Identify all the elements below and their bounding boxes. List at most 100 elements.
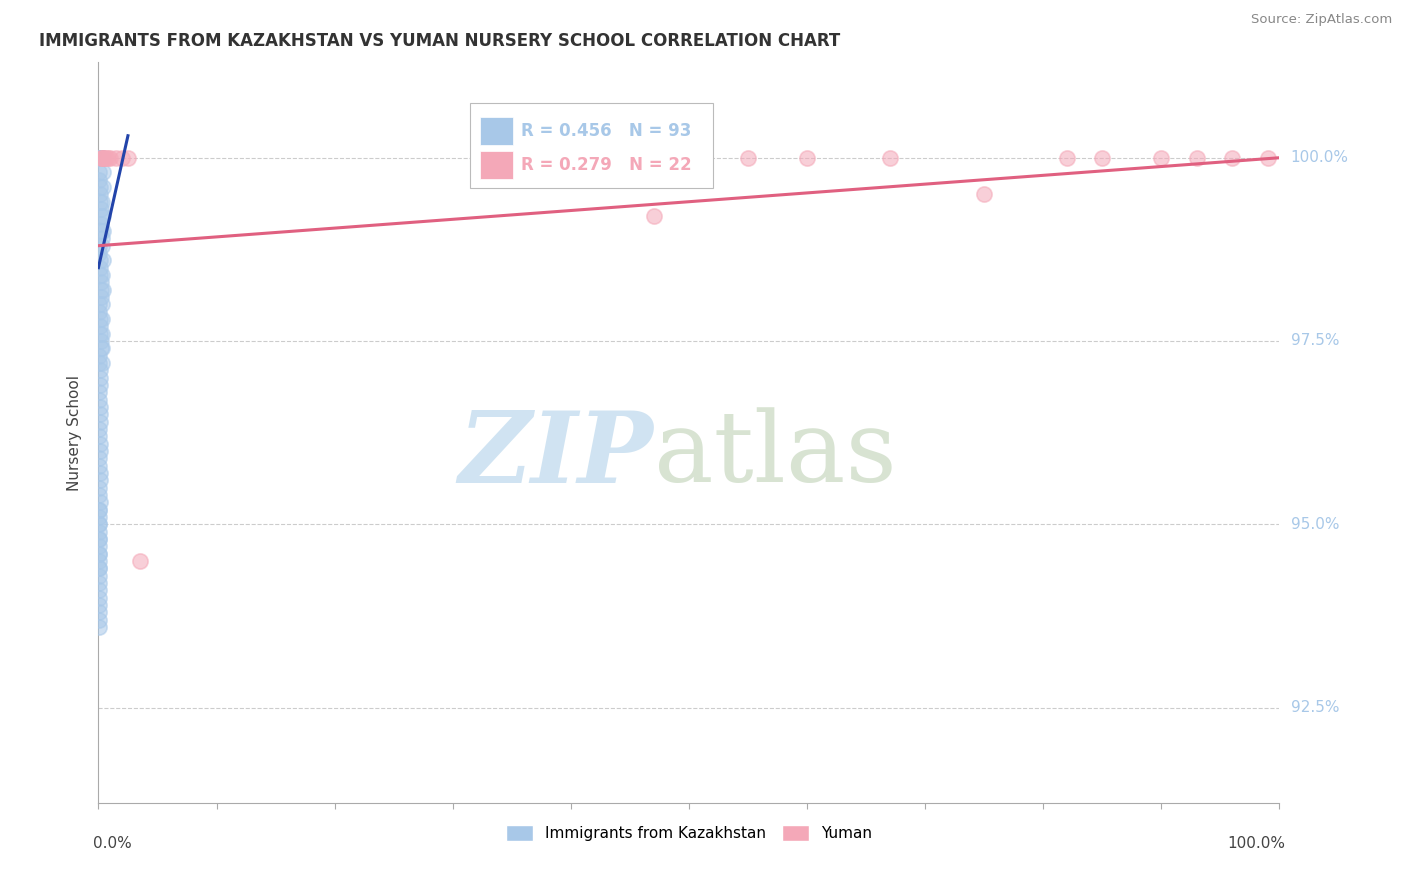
- Yuman: [93, 151, 115, 165]
- Immigrants from Kazakhstan: [87, 502, 110, 516]
- Immigrants from Kazakhstan: [87, 605, 110, 619]
- Immigrants from Kazakhstan: [90, 202, 112, 216]
- Immigrants from Kazakhstan: [89, 392, 111, 407]
- Immigrants from Kazakhstan: [90, 224, 112, 238]
- Yuman: [1185, 151, 1208, 165]
- Yuman: [796, 151, 818, 165]
- Immigrants from Kazakhstan: [89, 356, 111, 370]
- Immigrants from Kazakhstan: [89, 554, 111, 568]
- Immigrants from Kazakhstan: [90, 151, 112, 165]
- Immigrants from Kazakhstan: [89, 187, 111, 202]
- Immigrants from Kazakhstan: [91, 165, 114, 179]
- Immigrants from Kazakhstan: [87, 151, 110, 165]
- Immigrants from Kazakhstan: [89, 326, 111, 341]
- Immigrants from Kazakhstan: [91, 194, 114, 209]
- Immigrants from Kazakhstan: [87, 620, 110, 634]
- Immigrants from Kazakhstan: [87, 422, 110, 436]
- Text: atlas: atlas: [654, 407, 896, 503]
- Immigrants from Kazakhstan: [90, 334, 112, 348]
- Immigrants from Kazakhstan: [87, 598, 110, 612]
- Immigrants from Kazakhstan: [89, 444, 111, 458]
- Immigrants from Kazakhstan: [89, 151, 111, 165]
- Yuman: [737, 151, 759, 165]
- Immigrants from Kazakhstan: [87, 502, 110, 516]
- Immigrants from Kazakhstan: [89, 319, 111, 334]
- Immigrants from Kazakhstan: [89, 378, 111, 392]
- Immigrants from Kazakhstan: [87, 583, 110, 598]
- Immigrants from Kazakhstan: [90, 151, 112, 165]
- Yuman: [94, 151, 117, 165]
- Immigrants from Kazakhstan: [89, 151, 111, 165]
- Immigrants from Kazakhstan: [87, 561, 110, 575]
- Immigrants from Kazakhstan: [87, 451, 110, 466]
- Immigrants from Kazakhstan: [89, 495, 111, 509]
- Immigrants from Kazakhstan: [89, 473, 111, 487]
- Yuman: [1150, 151, 1173, 165]
- Immigrants from Kazakhstan: [89, 400, 111, 414]
- FancyBboxPatch shape: [471, 103, 713, 188]
- Immigrants from Kazakhstan: [89, 407, 111, 421]
- Immigrants from Kazakhstan: [87, 517, 110, 532]
- Text: 100.0%: 100.0%: [1291, 150, 1348, 165]
- Immigrants from Kazakhstan: [91, 238, 114, 252]
- Immigrants from Kazakhstan: [90, 151, 112, 165]
- Immigrants from Kazakhstan: [89, 575, 111, 590]
- Immigrants from Kazakhstan: [90, 231, 112, 245]
- Immigrants from Kazakhstan: [90, 341, 112, 355]
- Immigrants from Kazakhstan: [89, 466, 111, 480]
- Immigrants from Kazakhstan: [87, 385, 110, 400]
- Yuman: [117, 151, 139, 165]
- Immigrants from Kazakhstan: [89, 363, 111, 377]
- Text: 95.0%: 95.0%: [1291, 516, 1339, 532]
- Yuman: [128, 554, 150, 568]
- Immigrants from Kazakhstan: [91, 326, 114, 341]
- Yuman: [105, 151, 128, 165]
- Text: 100.0%: 100.0%: [1227, 836, 1285, 851]
- Yuman: [90, 151, 112, 165]
- Immigrants from Kazakhstan: [89, 172, 111, 186]
- Yuman: [973, 187, 995, 202]
- Yuman: [1056, 151, 1078, 165]
- Immigrants from Kazakhstan: [89, 312, 111, 326]
- Immigrants from Kazakhstan: [91, 180, 114, 194]
- Immigrants from Kazakhstan: [87, 349, 110, 363]
- Immigrants from Kazakhstan: [87, 532, 110, 546]
- Text: R = 0.456   N = 93: R = 0.456 N = 93: [522, 122, 692, 140]
- Immigrants from Kazakhstan: [91, 224, 114, 238]
- Immigrants from Kazakhstan: [90, 210, 112, 224]
- Immigrants from Kazakhstan: [87, 547, 110, 561]
- Immigrants from Kazakhstan: [90, 151, 112, 165]
- Immigrants from Kazakhstan: [89, 370, 111, 384]
- Immigrants from Kazakhstan: [91, 312, 114, 326]
- Immigrants from Kazakhstan: [87, 613, 110, 627]
- Immigrants from Kazakhstan: [89, 510, 111, 524]
- Immigrants from Kazakhstan: [87, 481, 110, 495]
- Immigrants from Kazakhstan: [87, 568, 110, 582]
- Legend: Immigrants from Kazakhstan, Yuman: Immigrants from Kazakhstan, Yuman: [499, 819, 879, 847]
- Yuman: [91, 151, 114, 165]
- Text: 97.5%: 97.5%: [1291, 334, 1339, 349]
- Immigrants from Kazakhstan: [87, 591, 110, 605]
- Immigrants from Kazakhstan: [87, 547, 110, 561]
- Immigrants from Kazakhstan: [91, 341, 114, 355]
- Immigrants from Kazakhstan: [87, 532, 110, 546]
- Immigrants from Kazakhstan: [87, 297, 110, 311]
- Text: IMMIGRANTS FROM KAZAKHSTAN VS YUMAN NURSERY SCHOOL CORRELATION CHART: IMMIGRANTS FROM KAZAKHSTAN VS YUMAN NURS…: [39, 32, 841, 50]
- Immigrants from Kazakhstan: [91, 210, 114, 224]
- Yuman: [879, 151, 901, 165]
- Immigrants from Kazakhstan: [89, 246, 111, 260]
- Text: ZIP: ZIP: [458, 407, 654, 503]
- Immigrants from Kazakhstan: [90, 276, 112, 290]
- Immigrants from Kazakhstan: [89, 539, 111, 553]
- Immigrants from Kazakhstan: [87, 561, 110, 575]
- Immigrants from Kazakhstan: [89, 151, 111, 165]
- Yuman: [1220, 151, 1243, 165]
- Immigrants from Kazakhstan: [91, 253, 114, 268]
- Yuman: [98, 151, 121, 165]
- Text: Source: ZipAtlas.com: Source: ZipAtlas.com: [1251, 13, 1392, 27]
- FancyBboxPatch shape: [479, 152, 513, 179]
- Immigrants from Kazakhstan: [91, 356, 114, 370]
- Immigrants from Kazakhstan: [87, 517, 110, 532]
- Immigrants from Kazakhstan: [89, 488, 111, 502]
- Yuman: [111, 151, 134, 165]
